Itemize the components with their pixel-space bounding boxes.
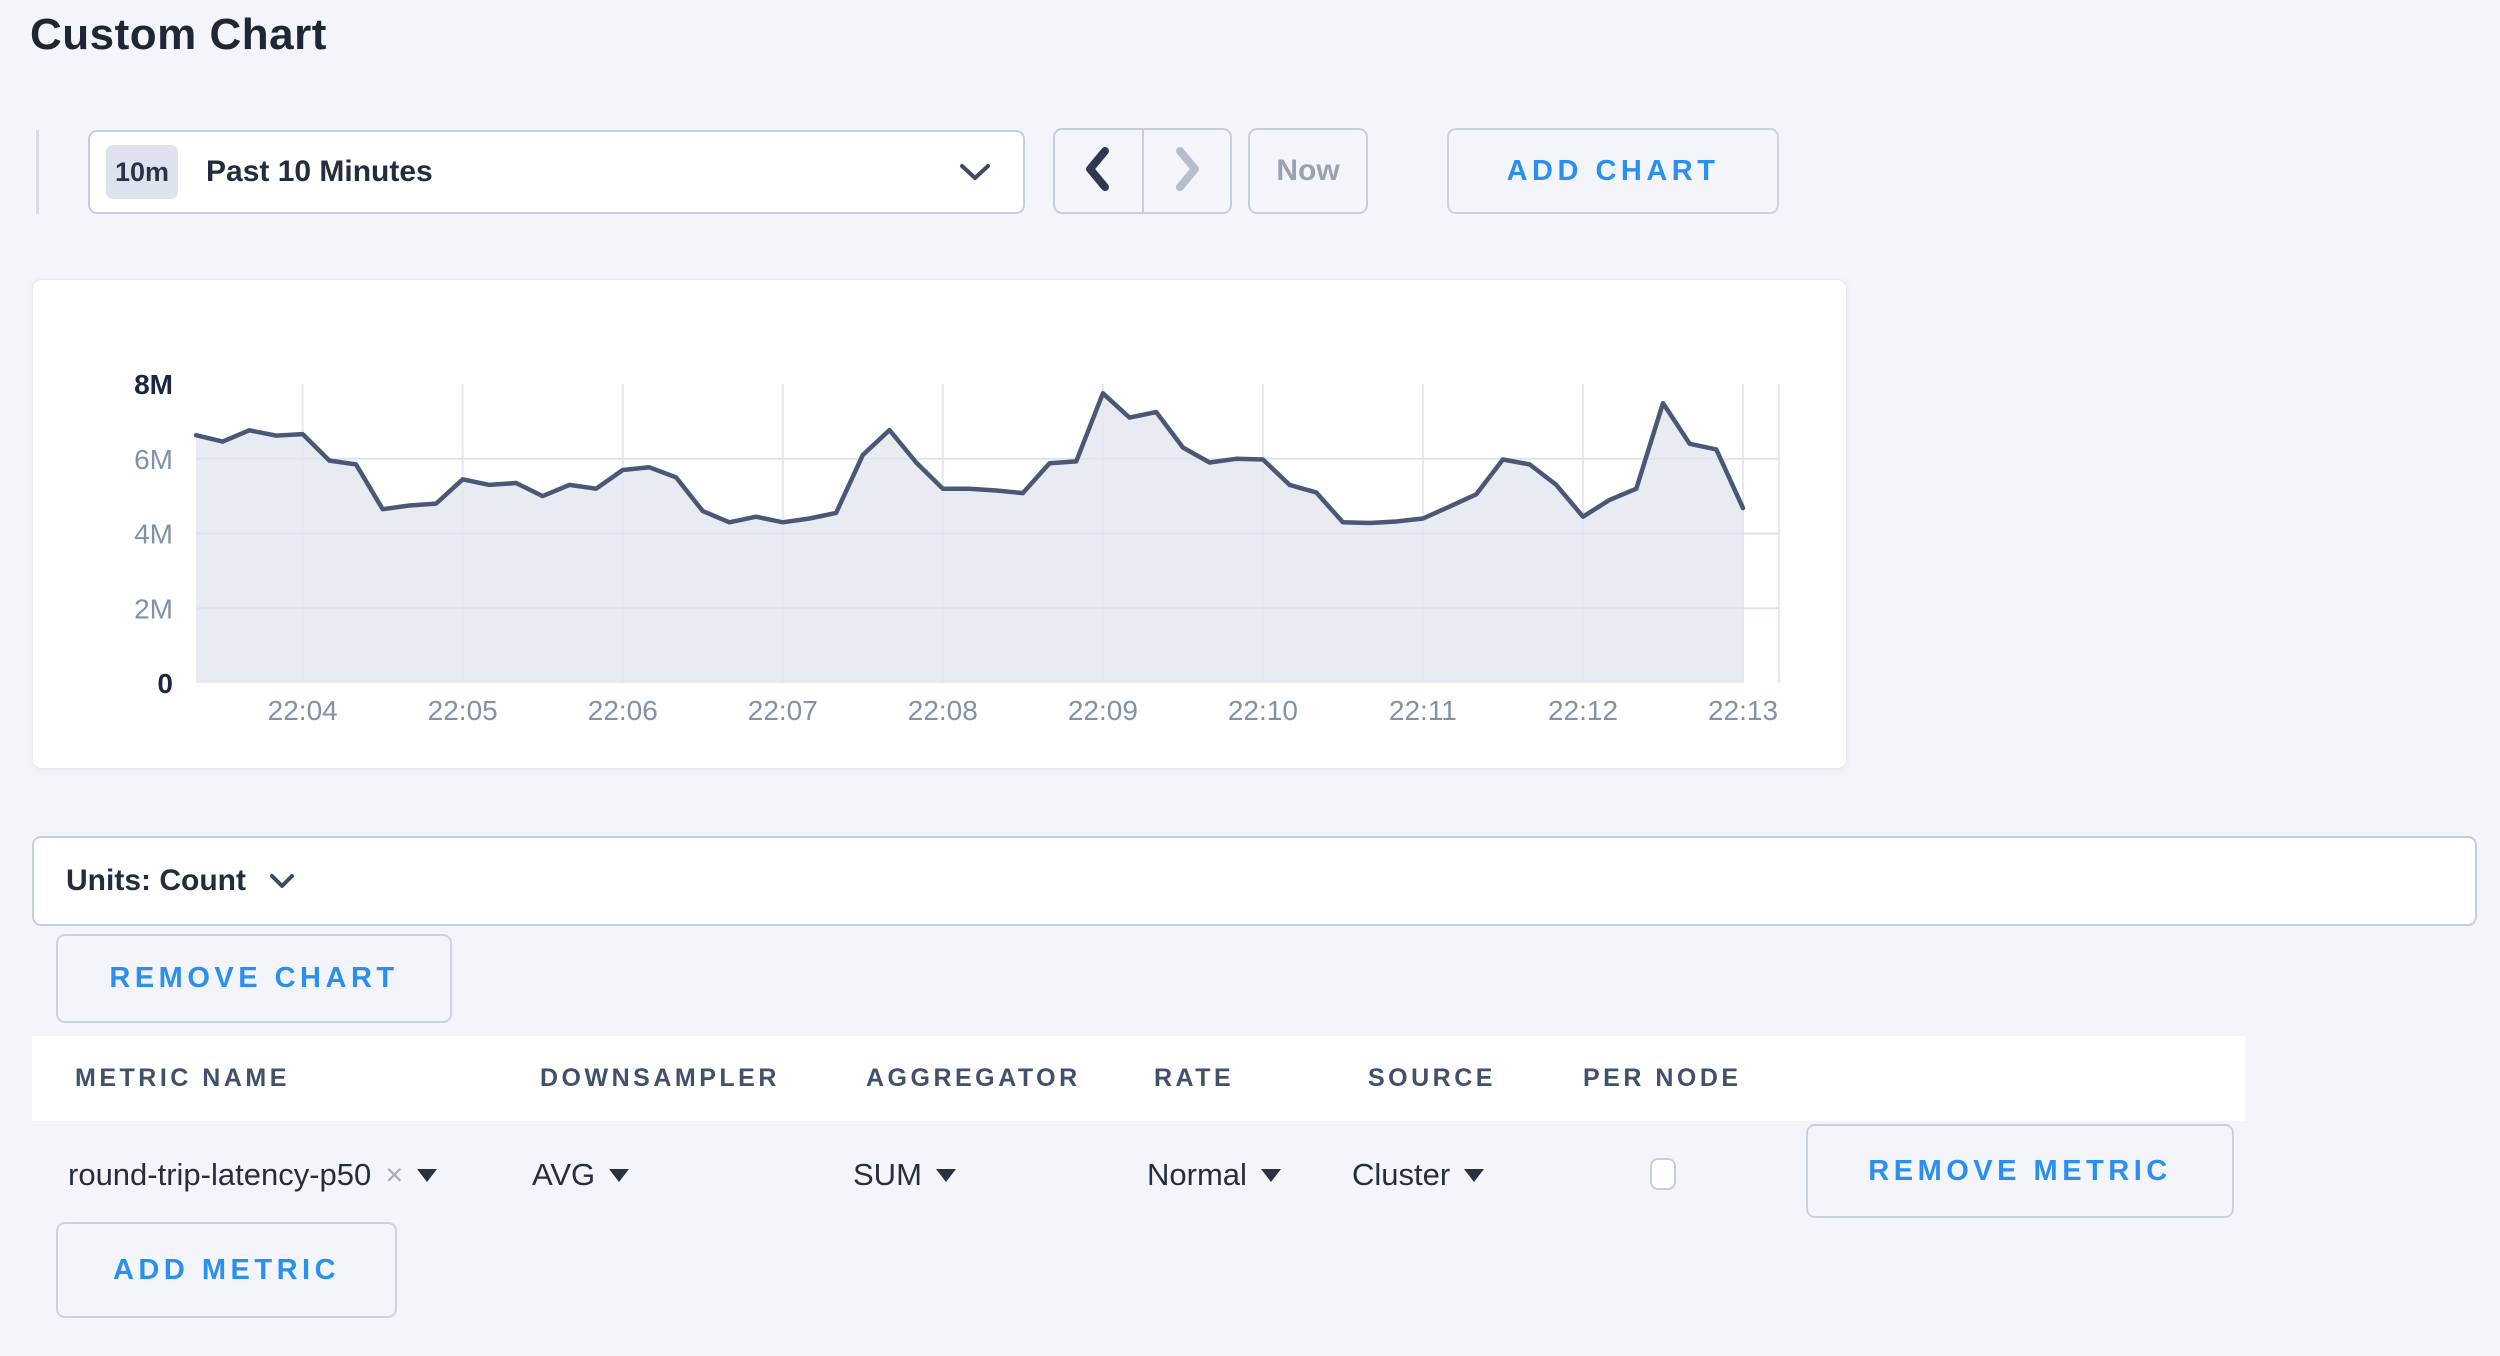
units-label: Units: Count [66, 864, 246, 897]
prev-time-button[interactable] [1055, 130, 1144, 212]
x-axis-tick-label: 22:04 [268, 695, 338, 726]
downsampler-value: AVG [532, 1157, 596, 1192]
remove-chart-button[interactable]: REMOVE CHART [56, 934, 452, 1023]
page-title: Custom Chart [30, 10, 327, 59]
metric-name-value: round-trip-latency-p50 [68, 1157, 372, 1192]
aggregator-value: SUM [853, 1157, 922, 1192]
time-step-control [1053, 128, 1232, 214]
metric-name-select[interactable]: round-trip-latency-p50 × [68, 1140, 438, 1210]
column-header-source: SOURCE [1368, 1064, 1496, 1092]
y-axis-tick-label: 4M [134, 519, 173, 550]
x-axis-tick-label: 22:11 [1389, 695, 1457, 726]
x-axis-tick-label: 22:09 [1068, 695, 1138, 726]
add-metric-button[interactable]: ADD METRIC [56, 1222, 397, 1318]
chevron-down-icon [268, 872, 296, 890]
x-axis-tick-label: 22:10 [1228, 695, 1298, 726]
source-select[interactable]: Cluster [1352, 1140, 1485, 1210]
column-header-per-node: PER NODE [1583, 1064, 1742, 1092]
triangle-down-icon[interactable] [935, 1168, 956, 1182]
x-axis-tick-label: 22:06 [588, 695, 658, 726]
chart-card: 22:04 22:05 22:06 22:07 22:08 22:09 22:10 22:11… [32, 279, 1847, 769]
downsampler-select[interactable]: AVG [532, 1140, 630, 1210]
units-dropdown[interactable]: Units: Count [32, 836, 2477, 926]
column-header-downsampler: DOWNSAMPLER [540, 1064, 780, 1092]
rate-value: Normal [1147, 1157, 1247, 1192]
y-axis-tick-label: 2M [134, 593, 173, 624]
metric-series-line [193, 391, 1746, 526]
x-axis-tick-label: 22:08 [908, 695, 978, 726]
y-axis-tick-label: 0 [157, 668, 173, 699]
triangle-down-icon[interactable] [1260, 1168, 1281, 1182]
triangle-down-icon[interactable] [417, 1168, 438, 1182]
x-axis-tick-label: 22:05 [428, 695, 498, 726]
chevron-down-icon [957, 161, 993, 183]
chevron-left-icon [1079, 144, 1117, 199]
clear-metric-icon[interactable]: × [385, 1157, 404, 1192]
triangle-down-icon[interactable] [1464, 1168, 1485, 1182]
metrics-table-header: METRIC NAME DOWNSAMPLER AGGREGATOR RATE … [32, 1036, 2245, 1121]
per-node-checkbox[interactable] [1650, 1158, 1676, 1190]
next-time-button[interactable] [1144, 130, 1231, 212]
x-axis-tick-label: 22:13 [1708, 695, 1778, 726]
column-header-metric-name: METRIC NAME [75, 1064, 290, 1092]
aggregator-select[interactable]: SUM [853, 1140, 956, 1210]
time-range-dropdown[interactable]: 10m Past 10 Minutes [88, 130, 1025, 214]
toolbar-left-divider [36, 130, 39, 214]
add-chart-button[interactable]: ADD CHART [1447, 128, 1779, 214]
triangle-down-icon[interactable] [609, 1168, 630, 1182]
chevron-right-icon [1168, 144, 1206, 199]
metric-area-chart: 22:04 22:05 22:06 22:07 22:08 22:09 22:10 22:11… [134, 369, 1780, 726]
rate-select[interactable]: Normal [1147, 1140, 1281, 1210]
time-range-label: Past 10 Minutes [206, 155, 433, 188]
time-range-badge: 10m [106, 145, 178, 199]
x-axis-tick-label: 22:12 [1548, 695, 1618, 726]
y-axis-tick-label: 6M [134, 444, 173, 475]
source-value: Cluster [1352, 1157, 1451, 1192]
remove-metric-button[interactable]: REMOVE METRIC [1806, 1124, 2234, 1218]
now-button[interactable]: Now [1248, 128, 1368, 214]
y-axis-tick-label: 8M [134, 369, 173, 400]
column-header-aggregator: AGGREGATOR [866, 1064, 1081, 1092]
x-axis-tick-label: 22:07 [748, 695, 818, 726]
area-fill [196, 393, 1743, 683]
column-header-rate: RATE [1154, 1064, 1235, 1092]
